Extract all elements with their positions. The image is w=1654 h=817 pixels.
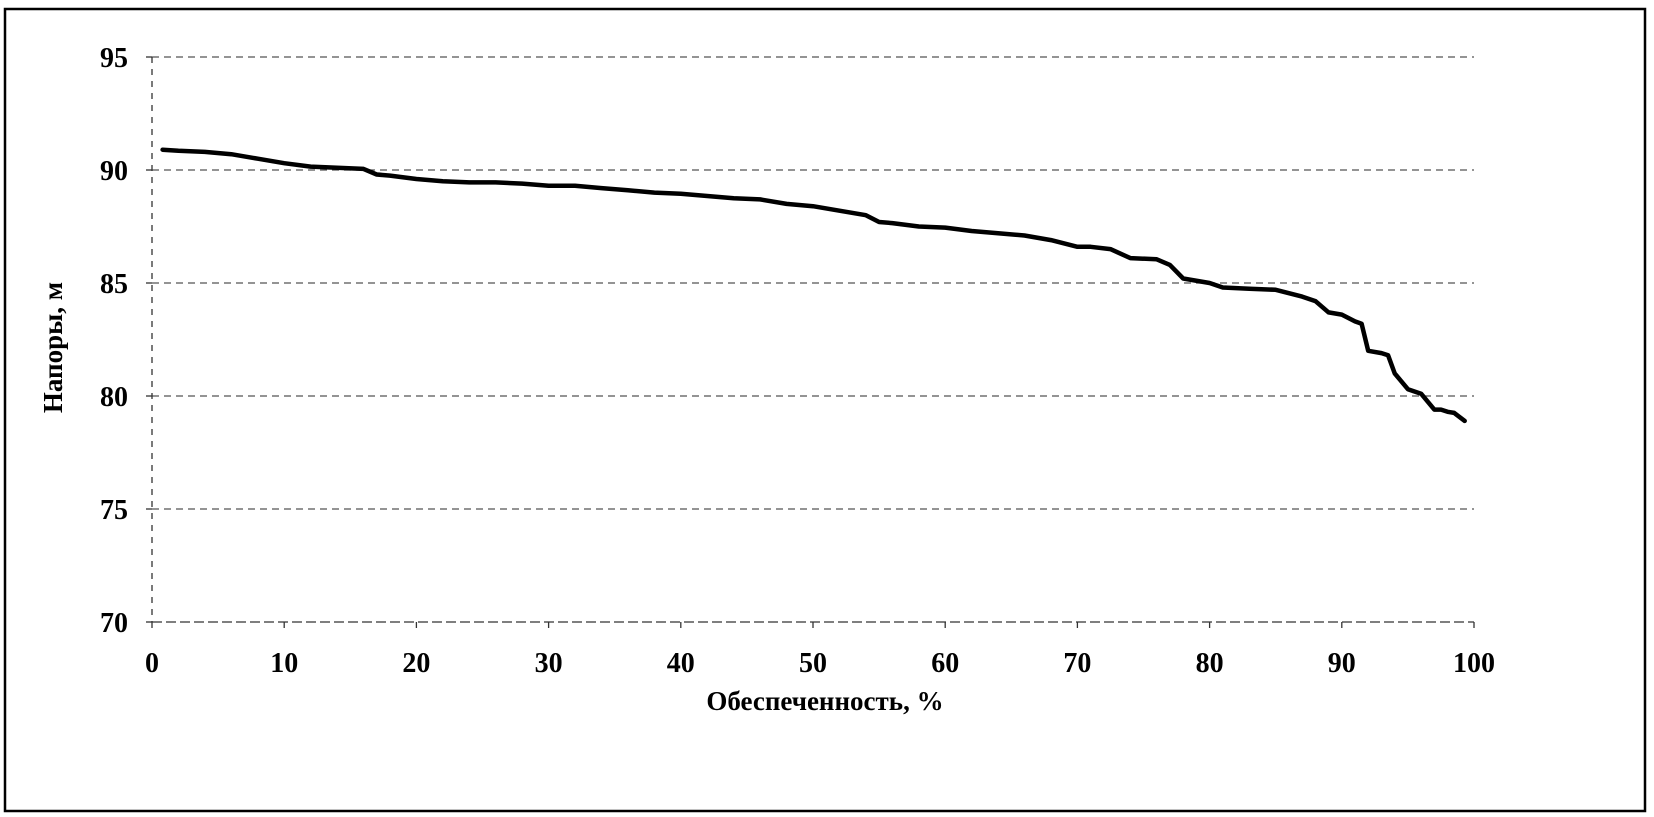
y-tick-label: 95 <box>100 43 128 74</box>
x-tick-label: 70 <box>1063 648 1091 679</box>
y-tick-label: 75 <box>100 495 128 526</box>
tick-labels: 70 75 80 85 90 95 0 10 20 30 40 50 60 70 80 90 100 <box>100 43 1495 679</box>
x-tick-label: 30 <box>535 648 563 679</box>
outer-border <box>3 7 1647 813</box>
x-tick-label: 40 <box>667 648 695 679</box>
series-line-0 <box>160 147 1467 424</box>
y-tick-label: 70 <box>100 608 128 639</box>
y-tick-label: 80 <box>100 382 128 413</box>
x-tick-label: 80 <box>1196 648 1224 679</box>
grid-lines <box>152 56 1474 510</box>
x-tick-label: 90 <box>1328 648 1356 679</box>
x-tick-label: 10 <box>270 648 298 679</box>
x-tick-label: 100 <box>1453 648 1495 679</box>
x-tick-label: 50 <box>799 648 827 679</box>
axes <box>151 57 1474 623</box>
x-tick-label: 20 <box>402 648 430 679</box>
y-tick-label: 90 <box>100 156 128 187</box>
x-axis-title: Обеспеченность, % <box>706 686 943 716</box>
y-axis-title: Напоры, м <box>38 282 68 413</box>
series-layer <box>160 147 1467 424</box>
y-tick-label: 85 <box>100 269 128 300</box>
x-tick-label: 60 <box>931 648 959 679</box>
x-tick-label: 0 <box>145 648 159 679</box>
